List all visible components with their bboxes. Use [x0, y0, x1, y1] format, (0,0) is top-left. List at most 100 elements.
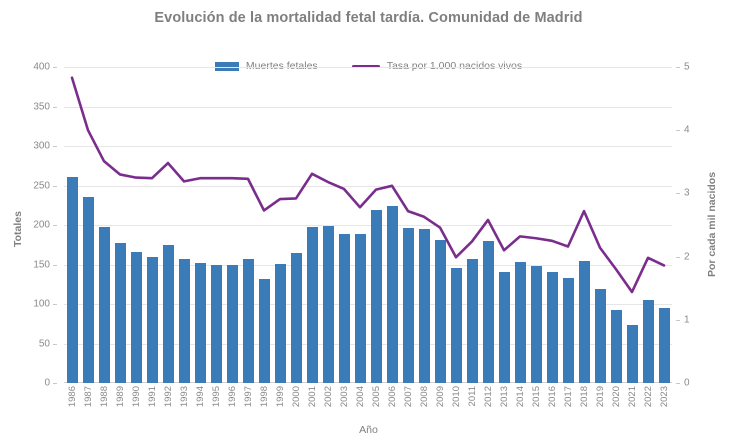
y-axis-left-tick-mark	[53, 67, 57, 68]
y-axis-left-tick-mark	[53, 304, 57, 305]
y-axis-right-tick-mark	[676, 383, 680, 384]
bar	[66, 176, 78, 383]
bar	[274, 263, 286, 383]
y-axis-right-tick-mark	[676, 130, 680, 132]
y-axis-left-tick-label: 250	[33, 180, 50, 191]
x-axis-tick-label: 1992	[163, 386, 174, 408]
y-axis-right-tick-mark	[676, 67, 680, 68]
bar	[466, 258, 478, 383]
bar	[642, 300, 654, 383]
x-axis-tick-label: 1988	[99, 386, 110, 408]
x-axis-tick-label: 2015	[531, 386, 542, 408]
bar	[546, 271, 558, 383]
y-axis-left-tick-label: 150	[33, 259, 50, 270]
y-axis-right-tick-mark	[676, 193, 680, 195]
legend-label-tasa: Tasa por 1.000 nacidos vivos	[386, 60, 523, 72]
x-axis-line	[64, 382, 672, 383]
x-axis-tick-label: 1993	[179, 386, 190, 408]
x-axis-tick-label: 2018	[579, 386, 590, 408]
bar	[114, 243, 126, 383]
x-axis-tick-label: 2017	[563, 386, 574, 408]
y-axis-right-tick-label: 3	[684, 187, 690, 199]
y-axis-left-tick-mark	[53, 185, 57, 187]
bar	[386, 206, 398, 383]
y-axis-right: 0 1 2 3 4 5	[676, 60, 716, 390]
bar	[162, 244, 174, 383]
x-axis-tick-label: 1998	[259, 386, 270, 408]
chart-legend: Muertes fetales Tasa por 1.000 nacidos v…	[0, 60, 737, 72]
x-axis-tick-label: 1994	[195, 386, 206, 408]
bar	[626, 324, 638, 383]
bar	[402, 228, 414, 383]
y-axis-right-title: Por cada mil nacidos	[706, 171, 718, 277]
y-axis-left-tick-label: 300	[33, 140, 50, 152]
bar	[146, 256, 158, 383]
bar	[578, 260, 590, 383]
gridline	[64, 146, 672, 147]
y-axis-left-tick-mark	[53, 225, 57, 226]
bar	[130, 251, 142, 383]
x-axis-tick-label: 2000	[291, 386, 302, 408]
bar	[562, 277, 574, 383]
bar	[226, 264, 238, 383]
x-axis-tick-label: 2005	[371, 386, 382, 408]
plot-area	[64, 67, 672, 383]
bar	[210, 264, 222, 383]
x-axis-tick-label: 2009	[435, 386, 446, 408]
y-axis-left-tick-mark	[53, 343, 57, 345]
x-axis-tick-label: 2019	[595, 386, 606, 408]
x-axis-tick-label: 1987	[83, 386, 94, 408]
x-axis-tick-label: 2014	[515, 386, 526, 408]
x-axis-tick-label: 2013	[499, 386, 510, 408]
gridline	[64, 106, 672, 108]
legend-item-muertes-fetales[interactable]: Muertes fetales	[214, 60, 318, 72]
x-axis-tick-label: 2008	[419, 386, 430, 408]
bar	[530, 266, 542, 383]
bar	[322, 225, 334, 383]
bar	[82, 197, 94, 383]
bar	[178, 258, 190, 383]
x-axis-tick-label: 1997	[243, 386, 254, 408]
x-axis-tick-label: 2006	[387, 386, 398, 408]
bar	[610, 309, 622, 383]
bar	[370, 210, 382, 383]
gridline	[64, 185, 672, 187]
x-axis-tick-label: 2007	[403, 386, 414, 408]
x-axis-tick-label: 2011	[467, 386, 478, 407]
x-axis-tick-label: 2016	[547, 386, 558, 408]
x-axis-title: Año	[359, 424, 378, 436]
gridline	[64, 304, 672, 305]
bar-series-muertes-fetales	[64, 67, 672, 383]
y-axis-left-title: Totales	[12, 211, 24, 247]
y-axis-right-tick-label: 1	[684, 314, 690, 326]
bar	[258, 278, 270, 383]
x-axis-tick-label: 1996	[227, 386, 238, 408]
y-axis-left-tick-label: 50	[38, 338, 50, 349]
y-axis-right-tick-label: 2	[684, 251, 690, 263]
y-axis-right-tick-label: 0	[684, 377, 690, 389]
bar	[306, 227, 318, 383]
bar	[290, 253, 302, 383]
x-axis-tick-label: 2023	[659, 386, 670, 408]
bar	[434, 240, 446, 383]
y-axis-left-tick-label: 350	[33, 101, 50, 112]
bar	[338, 233, 350, 383]
x-axis-tick-label: 2021	[627, 386, 638, 408]
x-axis-tick-label: 2003	[339, 386, 350, 408]
y-axis-left-tick-mark	[53, 146, 57, 147]
x-axis-tick-label: 1995	[211, 386, 222, 408]
y-axis-left-tick-mark	[53, 383, 57, 384]
y-axis-left: 0 50 100 150 200 250 300 350 400	[0, 60, 58, 390]
bar	[658, 307, 670, 383]
legend-line-swatch-icon	[351, 64, 380, 68]
y-axis-left-tick-label: 0	[44, 377, 50, 389]
x-axis-tick-label: 2002	[323, 386, 334, 408]
y-axis-left-tick-mark	[53, 264, 57, 266]
bar	[242, 258, 254, 383]
chart-title: Evolución de la mortalidad fetal tardía.…	[154, 10, 583, 26]
bar	[98, 226, 110, 383]
x-axis-tick-label: 1989	[115, 386, 126, 408]
bar	[450, 267, 462, 383]
legend-item-tasa[interactable]: Tasa por 1.000 nacidos vivos	[351, 60, 523, 72]
